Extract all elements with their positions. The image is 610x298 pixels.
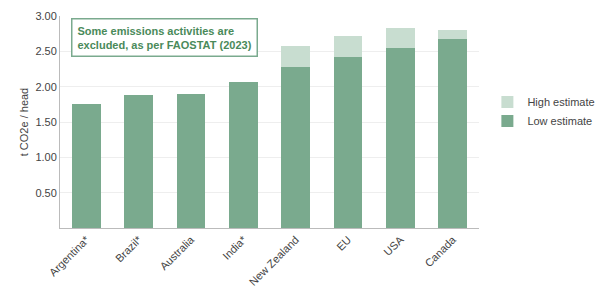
svg-text:USA: USA — [381, 233, 406, 258]
svg-text:2.00: 2.00 — [35, 81, 56, 93]
svg-text:India*: India* — [220, 233, 249, 262]
svg-text:New Zealand: New Zealand — [247, 234, 301, 288]
svg-text:Brazil*: Brazil* — [113, 233, 144, 264]
svg-text:Low estimate: Low estimate — [527, 115, 592, 127]
svg-text:1.00: 1.00 — [35, 151, 56, 163]
svg-text:Canada: Canada — [422, 233, 458, 269]
svg-text:t CO2e / head: t CO2e / head — [18, 88, 30, 157]
svg-text:Australia: Australia — [157, 233, 196, 272]
svg-text:2.50: 2.50 — [35, 45, 56, 57]
svg-text:Some emissions activities aree: Some emissions activities areexcluded, a… — [78, 25, 252, 51]
svg-text:0.50: 0.50 — [35, 187, 56, 199]
svg-text:High estimate: High estimate — [527, 96, 594, 108]
svg-text:Argentina*: Argentina* — [47, 233, 92, 278]
svg-text:1.50: 1.50 — [35, 116, 56, 128]
svg-text:EU: EU — [334, 233, 353, 252]
svg-text:3.00: 3.00 — [35, 10, 56, 22]
